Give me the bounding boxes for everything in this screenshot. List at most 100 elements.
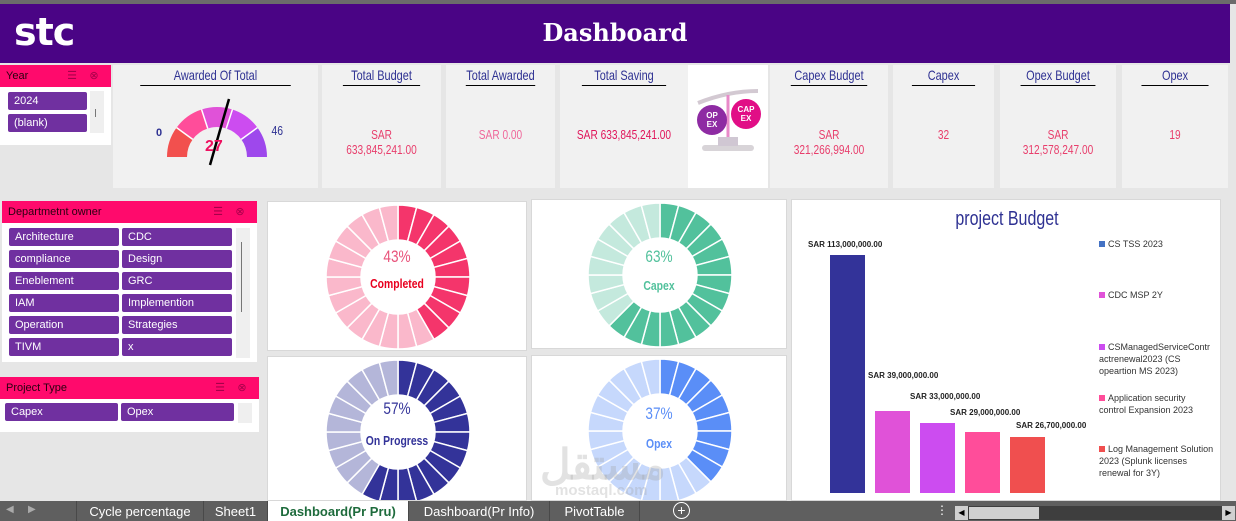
kpi-title: Total Awarded: [465, 67, 536, 86]
next-sheet-icon[interactable]: ▶: [28, 504, 36, 515]
watermark-latin: mostaql.com: [555, 482, 648, 499]
donut-opex-panel: 37% Opex: [531, 355, 787, 501]
gauge-value: 27: [205, 138, 223, 155]
kpi-total-budget: Total Budget SAR 633,845,241.00: [322, 65, 441, 188]
stc-logo: stc: [14, 10, 75, 54]
tab-splitter-handle[interactable]: ⋮: [936, 503, 948, 517]
gauge-chart: [167, 98, 267, 166]
kpi-title: Total Budget: [342, 67, 421, 86]
kpi-value: SAR 312,578,247.00: [1022, 127, 1094, 157]
kpi-title: Total Saving: [581, 67, 667, 86]
donut-percentage: 63%: [645, 247, 673, 266]
watermark: مستقل: [540, 441, 666, 488]
tab-sheet1[interactable]: Sheet1: [204, 501, 268, 521]
kpi-title: Capex: [911, 67, 976, 86]
tab-dashboard-pr-info[interactable]: Dashboard(Pr Info): [409, 501, 550, 521]
clear-filter-icon[interactable]: ⊗: [89, 70, 99, 82]
slicer-item[interactable]: compliance: [9, 250, 119, 268]
tab-pivottable[interactable]: PivotTable: [550, 501, 640, 521]
gauge-max: 46: [271, 123, 284, 138]
multi-select-icon[interactable]: ☰: [67, 70, 77, 82]
bar[interactable]: [875, 410, 910, 493]
bar[interactable]: [965, 431, 1000, 493]
donut-label: Capex: [643, 278, 675, 293]
scroll-right-icon[interactable]: ▶: [1222, 506, 1235, 520]
slicer-item-opex[interactable]: Opex: [121, 403, 234, 421]
donut-label: On Progress: [365, 433, 429, 448]
legend-entry[interactable]: CS TSS 2023: [1099, 238, 1214, 250]
bar-value-label: SAR 26,700,000.00: [1016, 421, 1087, 430]
multi-select-icon[interactable]: ☰: [213, 206, 223, 218]
prev-sheet-icon[interactable]: ◀: [6, 504, 14, 515]
kpi-value: 19: [1169, 127, 1181, 142]
slicer-item[interactable]: TIVM: [9, 338, 119, 356]
donut-label: Completed: [370, 276, 424, 291]
clear-filter-icon[interactable]: ⊗: [237, 382, 247, 394]
bar[interactable]: [1010, 436, 1045, 493]
slicer-item[interactable]: Implemention: [122, 294, 232, 312]
tab-dashboard-pr-pru[interactable]: Dashboard(Pr Pru): [268, 501, 409, 521]
kpi-title: Opex Budget: [1020, 67, 1096, 86]
gauge-card: Awarded Of Total 0 46 27: [113, 65, 318, 188]
legend-swatch: [1099, 395, 1105, 401]
slicer-item[interactable]: Architecture: [9, 228, 119, 246]
slicer-item[interactable]: GRC: [122, 272, 232, 290]
legend-swatch: [1099, 292, 1105, 298]
kpi-capex-count: Capex 32: [893, 65, 994, 188]
legend-entry[interactable]: Log Management Solution 2023 (Splunk lic…: [1099, 444, 1214, 478]
slicer-title: Year: [6, 70, 29, 82]
scroll-left-icon[interactable]: ◀: [955, 506, 968, 520]
scale-icon: [697, 89, 761, 151]
kpi-capex-budget: Capex Budget SAR 321,266,994.00: [770, 65, 888, 188]
kpi-total-awarded: Total Awarded SAR 0.00: [446, 65, 555, 188]
legend-entry[interactable]: CSManagedServiceContr actrenewal2023 (CS…: [1099, 342, 1211, 376]
project-type-scrollbar[interactable]: [238, 403, 252, 423]
slicer-item-capex[interactable]: Capex: [5, 403, 118, 421]
legend-swatch: [1099, 344, 1105, 350]
slicer-item-blank[interactable]: (blank): [8, 114, 87, 132]
column-header-strip: [0, 0, 1236, 4]
slicer-item[interactable]: Eneblement: [9, 272, 119, 290]
horizontal-scrollbar[interactable]: ◀ ▶: [955, 506, 1235, 520]
scroll-thumb[interactable]: [969, 507, 1039, 519]
department-slicer: Departmetnt owner ☰ ⊗ Architecture CDC c…: [2, 201, 257, 362]
kpi-value: 32: [937, 127, 950, 142]
donut-completed-chart: [325, 204, 471, 350]
multi-select-icon[interactable]: ☰: [215, 382, 225, 394]
slicer-item[interactable]: CDC: [122, 228, 232, 246]
slicer-title: Departmetnt owner: [8, 206, 102, 218]
department-slicer-scrollbar[interactable]: [236, 228, 250, 358]
add-sheet-icon[interactable]: +: [673, 502, 690, 519]
kpi-opex-count: Opex 19: [1122, 65, 1228, 188]
slicer-item[interactable]: Operation: [9, 316, 119, 334]
project-type-slicer-header: Project Type ☰ ⊗: [0, 377, 259, 399]
slicer-item[interactable]: Design: [122, 250, 232, 268]
slicer-item[interactable]: x: [122, 338, 232, 356]
kpi-value: SAR 633,845,241.00: [346, 127, 417, 157]
kpi-total-saving: Total Saving SAR 633,845,241.00: [560, 65, 688, 188]
kpi-title: Capex Budget: [790, 67, 868, 86]
donut-completed-panel: 43% Completed: [267, 201, 527, 351]
slicer-item-2024[interactable]: 2024: [8, 92, 87, 110]
year-slicer-scrollbar[interactable]: [90, 91, 104, 133]
donut-capex-chart: [587, 202, 733, 348]
project-budget-chart: project Budget SAR 113,000,000.00 SAR 39,…: [791, 199, 1221, 501]
clear-filter-icon[interactable]: ⊗: [235, 206, 245, 218]
project-type-slicer: Project Type ☰ ⊗ Capex Opex: [0, 377, 259, 432]
tab-cycle-percentage[interactable]: Cycle percentage: [76, 501, 204, 521]
gauge-min: 0: [156, 127, 163, 139]
gauge-needle: [208, 98, 231, 166]
bar-value-label: SAR 39,000,000.00: [868, 371, 939, 380]
legend-swatch: [1099, 446, 1105, 452]
bar[interactable]: [830, 255, 865, 493]
bar[interactable]: [920, 423, 955, 493]
capex-badge: CAP EX: [737, 105, 755, 123]
legend-entry[interactable]: Application security control Expansion 2…: [1099, 393, 1194, 415]
slicer-item[interactable]: IAM: [9, 294, 119, 312]
dashboard-header: stc Dashboard: [0, 4, 1230, 63]
slicer-item[interactable]: Strategies: [122, 316, 232, 334]
legend-swatch: [1099, 241, 1105, 247]
donut-onprogress-chart: [325, 359, 471, 500]
legend-entry[interactable]: CDC MSP 2Y: [1099, 289, 1214, 301]
